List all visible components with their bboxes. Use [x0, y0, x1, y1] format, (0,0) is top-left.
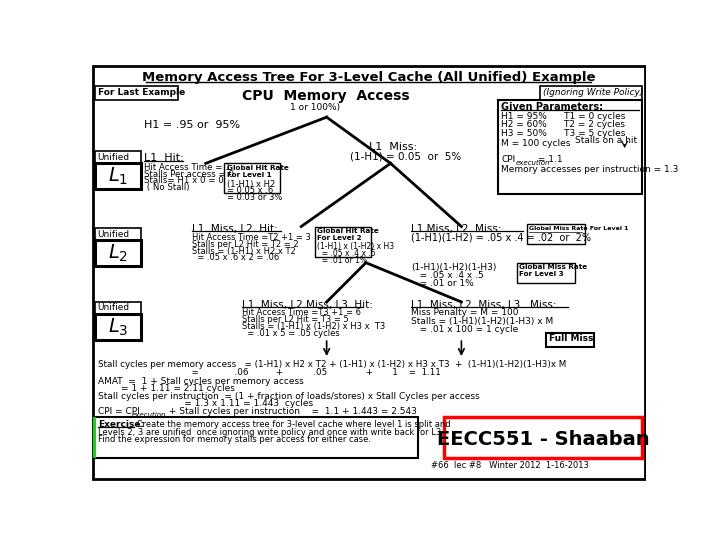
Text: = 1 + 1.11 = 2.11 cycles: = 1 + 1.11 = 2.11 cycles [98, 384, 235, 393]
Text: = .05 x .6 x 2 = .06: = .05 x .6 x 2 = .06 [192, 253, 279, 262]
Text: H3 = 50%      T3 = 5 cycles: H3 = 50% T3 = 5 cycles [501, 129, 626, 138]
Bar [498, 100, 642, 194]
Text: Hit Access Time =T2 +1 = 3: Hit Access Time =T2 +1 = 3 [192, 233, 311, 242]
Text: Global Hit Rate: Global Hit Rate [227, 165, 288, 171]
Text: Stall cycles per memory access   = (1-H1) x H2 x T2 + (1-H1) x (1-H2) x H3 x T3 : Stall cycles per memory access = (1-H1) … [98, 361, 566, 369]
Bar [95, 417, 418, 457]
Text: Unified: Unified [97, 153, 130, 161]
Bar [527, 224, 585, 244]
Text: $L_3$: $L_3$ [108, 317, 128, 338]
Text: Global Hit Rate: Global Hit Rate [318, 228, 379, 234]
Text: Full Miss: Full Miss [549, 334, 593, 343]
Text: Levels 2, 3 are unified  once ignoring write policy and once with write back for: Levels 2, 3 are unified once ignoring wr… [98, 428, 444, 437]
Text: L1  Hit:: L1 Hit: [144, 153, 184, 163]
Bar [95, 228, 141, 240]
Text: Stalls = (1-H1) x H2 x T2: Stalls = (1-H1) x H2 x T2 [192, 247, 296, 255]
Text: H2 = 60%      T2 = 2 cycles: H2 = 60% T2 = 2 cycles [501, 120, 626, 129]
Bar [315, 226, 371, 257]
Text: $L_2$: $L_2$ [108, 243, 128, 264]
Bar [95, 163, 141, 189]
Bar [95, 151, 141, 164]
Text: CPU  Memory  Access: CPU Memory Access [242, 90, 410, 104]
Text: = 1.1: = 1.1 [534, 155, 562, 164]
Text: (1-H1) = 0.05  or  5%: (1-H1) = 0.05 or 5% [350, 152, 461, 162]
Bar [444, 417, 642, 457]
Text: Memory accesses per instruction = 1.3: Memory accesses per instruction = 1.3 [501, 165, 679, 174]
Text: Miss Penalty = M = 100: Miss Penalty = M = 100 [411, 308, 519, 317]
Text: = 0.05 x .6: = 0.05 x .6 [227, 186, 273, 195]
Text: L1  Miss, L2. Miss, L3   Miss:: L1 Miss, L2. Miss, L3 Miss: [411, 300, 557, 309]
Text: Unified: Unified [97, 303, 130, 313]
Text: ( No Stall): ( No Stall) [144, 184, 189, 192]
Text: = .05 x .4 x .5: = .05 x .4 x .5 [411, 271, 484, 280]
Text: Create the memory access tree for 3-level cache where level 1 is split and: Create the memory access tree for 3-leve… [134, 420, 451, 429]
Text: For Last Example: For Last Example [98, 88, 185, 97]
Text: Exercise:: Exercise: [98, 420, 144, 429]
Text: For Level 1: For Level 1 [227, 172, 271, 178]
Text: execution: execution [132, 412, 166, 418]
Text: = 0.03 or 3%: = 0.03 or 3% [227, 193, 282, 202]
Text: L1  Miss:: L1 Miss: [369, 142, 417, 152]
Text: Find the expression for memory stalls per access for either case.: Find the expression for memory stalls pe… [98, 435, 371, 444]
Bar [546, 333, 594, 347]
Text: = 1.3 x 1.11 = 1.443  cycles: = 1.3 x 1.11 = 1.443 cycles [98, 399, 313, 408]
Text: For Level 2: For Level 2 [318, 235, 362, 241]
Bar [95, 314, 141, 340]
Text: = .05 x .4 x .5: = .05 x .4 x .5 [318, 249, 376, 258]
Text: H1 = 95%      T1 = 0 cycles: H1 = 95% T1 = 0 cycles [501, 112, 626, 121]
Text: For Level 3: For Level 3 [519, 271, 564, 277]
Text: Stalls per L2 Hit = T2 = 2: Stalls per L2 Hit = T2 = 2 [192, 240, 299, 248]
Text: Global Miss Rate For Level 1: Global Miss Rate For Level 1 [529, 226, 629, 231]
Text: Stalls Per access = 0: Stalls Per access = 0 [144, 170, 234, 179]
Text: L1  Miss, L2  Hit:: L1 Miss, L2 Hit: [192, 224, 278, 234]
Bar [95, 240, 141, 266]
Text: Stalls= H1 x 0 = 0: Stalls= H1 x 0 = 0 [144, 177, 224, 185]
Text: (Ignoring Write Policy): (Ignoring Write Policy) [543, 88, 644, 97]
Text: Hit Access Time =T3 +1 = 6: Hit Access Time =T3 +1 = 6 [242, 308, 361, 317]
Text: = .01 x 5 = .05 cycles: = .01 x 5 = .05 cycles [242, 329, 340, 338]
Bar [95, 302, 141, 314]
Text: #66  lec #8   Winter 2012  1-16-2013: #66 lec #8 Winter 2012 1-16-2013 [431, 461, 588, 470]
Text: Unified: Unified [97, 230, 130, 239]
Text: Hit Access Time = 1: Hit Access Time = 1 [144, 163, 231, 172]
Text: = .01 or 1%: = .01 or 1% [411, 279, 474, 288]
Text: =             .06          +           .05              +       1    =  1.11: = .06 + .05 + 1 = 1.11 [98, 368, 441, 377]
Text: 1 or 100%): 1 or 100%) [290, 103, 341, 112]
Text: = .01 x 100 = 1 cycle: = .01 x 100 = 1 cycle [411, 325, 518, 334]
Text: + Stall cycles per instruction    =  1.1 + 1.443 = 2.543: + Stall cycles per instruction = 1.1 + 1… [166, 407, 417, 416]
Text: L1 Miss, L2  Miss:: L1 Miss, L2 Miss: [411, 224, 502, 234]
Text: Stalls = (1-H1)(1-H2)(1-H3) x M: Stalls = (1-H1)(1-H2)(1-H3) x M [411, 316, 554, 326]
Text: CPI: CPI [501, 155, 516, 164]
Text: = .01 or 1%: = .01 or 1% [318, 256, 367, 265]
Text: (1-H1)(1-H2)(1-H3): (1-H1)(1-H2)(1-H3) [411, 264, 497, 273]
Text: Stall cycles per instruction  = (1 + fraction of loads/stores) x Stall Cycles pe: Stall cycles per instruction = (1 + frac… [98, 392, 480, 401]
Text: EECC551 - Shaaban: EECC551 - Shaaban [437, 429, 649, 449]
Text: M = 100 cycles: M = 100 cycles [501, 139, 571, 148]
Bar [540, 86, 642, 100]
Text: Stalls = (1-H1) x (1-H2) x H3 x  T3: Stalls = (1-H1) x (1-H2) x H3 x T3 [242, 322, 385, 331]
Text: CPI = CPI: CPI = CPI [98, 407, 140, 416]
Text: Stalls on a hit: Stalls on a hit [575, 137, 637, 145]
Bar [94, 417, 96, 457]
Text: (1-H1) x (1-H2) x H3: (1-H1) x (1-H2) x H3 [318, 242, 395, 251]
Text: (1-H1) x H2: (1-H1) x H2 [227, 179, 275, 188]
Text: L1  Miss, L2 Miss, L3  Hit:: L1 Miss, L2 Miss, L3 Hit: [242, 300, 373, 309]
Text: (1-H1)(1-H2) = .05 x .4 = .02  or  2%: (1-H1)(1-H2) = .05 x .4 = .02 or 2% [411, 233, 591, 242]
Text: H1 = .95 or  95%: H1 = .95 or 95% [144, 120, 240, 130]
Text: execution: execution [516, 160, 551, 166]
Text: Global Miss Rate: Global Miss Rate [519, 264, 588, 270]
Bar [517, 262, 575, 283]
Bar [224, 164, 279, 193]
Text: AMAT  =  1 + Stall cycles per memory access: AMAT = 1 + Stall cycles per memory acces… [98, 377, 304, 387]
Text: Given Parameters:: Given Parameters: [501, 102, 603, 112]
Text: Stalls per L2 Hit = T3 = 5: Stalls per L2 Hit = T3 = 5 [242, 315, 348, 324]
Text: $L_1$: $L_1$ [108, 166, 128, 187]
Text: Memory Access Tree For 3-Level Cache (All Unified) Example: Memory Access Tree For 3-Level Cache (Al… [143, 71, 595, 84]
Bar [95, 86, 178, 100]
